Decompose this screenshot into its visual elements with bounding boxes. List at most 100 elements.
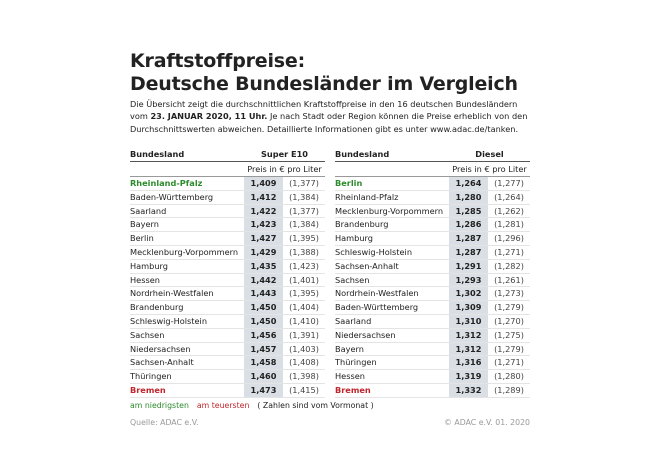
state-name: Berlin [335, 178, 363, 188]
previous-price: (1,408) [289, 357, 319, 368]
previous-price: (1,395) [289, 288, 319, 299]
table-row: Sachsen-Anhalt 1,291 (1,282) [335, 259, 530, 274]
previous-price: (1,271) [494, 357, 524, 368]
previous-price: (1,415) [289, 384, 319, 395]
intro-date: 23. JANUAR 2020, 11 Uhr. [150, 111, 268, 122]
title-line: Deutsche Bundesländer im Vergleich [130, 73, 518, 95]
intro-text: Je nach Stadt oder Region können die Pre… [130, 111, 528, 134]
state-name: Thüringen [130, 371, 172, 382]
price: 1,423 [244, 218, 283, 232]
state-name: Schleswig-Holstein [335, 246, 413, 257]
table-row: Rheinland-Pfalz 1,409 (1,377) [130, 177, 325, 191]
previous-price: (1,384) [289, 219, 319, 230]
previous-price: (1,273) [494, 288, 524, 299]
state-name: Bayern [130, 219, 159, 230]
previous-price: (1,270) [494, 315, 524, 326]
header-cell: Bundesland [130, 149, 185, 159]
table-row: Baden-Württemberg 1,412 (1,384) [130, 190, 325, 205]
price-table: Bundesland Diesel Preis in € pro Liter Berl… [335, 146, 530, 398]
table-row: Berlin 1,427 (1,395) [130, 232, 325, 246]
price: 1,287 [449, 232, 488, 245]
state-name: Bremen [335, 384, 371, 395]
state-name: Niedersachsen [335, 329, 396, 340]
legend-note: ( Zahlen sind vom Vormonat ) [257, 401, 374, 410]
table-row: Mecklenburg-Vorpommern 1,429 (1,388) [130, 245, 325, 260]
table-row: Berlin 1,264 (1,277) [335, 177, 530, 191]
intro-text: Die Übersicht zeigt die durchschnittlich… [130, 99, 518, 122]
table-row: Rheinland-Pfalz 1,280 (1,264) [335, 190, 530, 205]
header-cell: Super E10 [260, 149, 308, 159]
price: 1,460 [244, 370, 283, 383]
price: 1,442 [244, 273, 283, 287]
price: 1,422 [244, 204, 283, 218]
state-name: Rheinland-Pfalz [335, 191, 399, 202]
spacer [335, 162, 449, 176]
state-name: Nordrhein-Westfalen [335, 288, 419, 299]
copyright: © ADAC e.V. 01. 2020 [444, 418, 530, 427]
price: 1,429 [244, 245, 283, 259]
table-row: Brandenburg 1,450 (1,404) [130, 301, 325, 315]
previous-price: (1,388) [289, 246, 319, 257]
previous-price: (1,384) [289, 191, 319, 202]
previous-price: (1,410) [289, 315, 319, 326]
price: 1,316 [449, 356, 488, 370]
previous-price: (1,403) [289, 343, 319, 354]
previous-price: (1,261) [494, 274, 524, 285]
state-name: Mecklenburg-Vorpommern [130, 246, 239, 257]
price: 1,309 [449, 301, 488, 314]
previous-price: (1,281) [494, 219, 524, 230]
state-name: Thüringen [335, 357, 377, 368]
table-row: Baden-Württemberg 1,309 (1,279) [335, 301, 530, 315]
previous-price: (1,277) [494, 178, 524, 188]
table-row: Thüringen 1,316 (1,271) [335, 356, 530, 371]
previous-price: (1,401) [289, 274, 319, 285]
table-row: Hessen 1,319 (1,280) [335, 370, 530, 384]
previous-price: (1,377) [289, 205, 319, 216]
table-row: Brandenburg 1,286 (1,281) [335, 218, 530, 233]
state-name: Saarland [335, 315, 372, 326]
state-name: Brandenburg [130, 302, 184, 313]
price-table: Bundesland Super E10 Preis in € pro Liter R… [130, 146, 325, 398]
price: 1,456 [244, 328, 283, 342]
price: 1,427 [244, 232, 283, 245]
state-name: Bayern [335, 343, 364, 354]
table-row: Mecklenburg-Vorpommern 1,285 (1,262) [335, 204, 530, 219]
legend-high: am teuersten [196, 401, 250, 410]
legend: am niedrigsten am teuersten ( Zahlen sind … [130, 401, 382, 410]
price: 1,312 [449, 328, 488, 342]
price: 1,412 [244, 190, 283, 204]
price: 1,409 [244, 177, 283, 190]
subheader-cell: Preis in € pro Liter [247, 164, 322, 174]
price: 1,285 [449, 204, 488, 218]
state-name: Bremen [130, 384, 166, 395]
previous-price: (1,296) [494, 233, 524, 244]
table-row: Schleswig-Holstein 1,450 (1,410) [130, 314, 325, 329]
previous-price: (1,271) [494, 246, 524, 257]
previous-price: (1,398) [289, 371, 319, 382]
previous-price: (1,282) [494, 260, 524, 271]
previous-price: (1,275) [494, 329, 524, 340]
price: 1,286 [449, 218, 488, 232]
spacer [130, 162, 244, 176]
previous-price: (1,391) [289, 329, 319, 340]
state-name: Schleswig-Holstein [130, 315, 208, 326]
table-row: Bayern 1,423 (1,384) [130, 218, 325, 233]
state-name: Hamburg [335, 233, 373, 244]
state-name: Hamburg [130, 260, 168, 271]
legend-low: am niedrigsten [130, 401, 189, 410]
price: 1,443 [244, 287, 283, 301]
subheader-row: Preis in € pro Liter [130, 162, 325, 177]
state-name: Saarland [130, 205, 167, 216]
state-name: Nordrhein-Westfalen [130, 288, 214, 299]
source: Quelle: ADAC e.V. [130, 418, 199, 427]
table-row: Schleswig-Holstein 1,287 (1,271) [335, 245, 530, 260]
previous-price: (1,289) [494, 384, 524, 395]
header-cell: Bundesland [335, 149, 390, 159]
price: 1,458 [244, 356, 283, 370]
price: 1,450 [244, 301, 283, 314]
price: 1,450 [244, 314, 283, 328]
previous-price: (1,279) [494, 302, 524, 313]
table-row: Sachsen 1,293 (1,261) [335, 273, 530, 288]
